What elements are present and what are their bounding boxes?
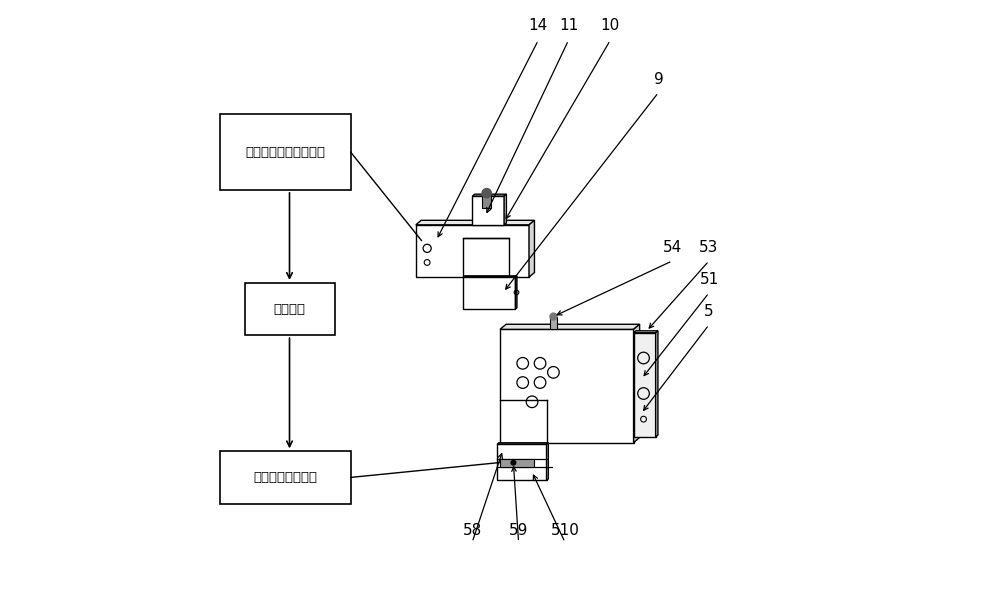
Text: 59: 59 — [509, 524, 528, 538]
Text: 高精度位移检测控制器: 高精度位移检测控制器 — [245, 145, 325, 159]
Polygon shape — [497, 444, 547, 480]
Text: 54: 54 — [663, 240, 682, 255]
Text: 11: 11 — [559, 18, 578, 33]
Polygon shape — [463, 276, 517, 277]
Polygon shape — [504, 194, 506, 225]
Polygon shape — [529, 220, 534, 277]
Polygon shape — [463, 238, 509, 277]
Text: 5: 5 — [704, 304, 714, 319]
Circle shape — [550, 313, 557, 320]
Polygon shape — [500, 329, 634, 442]
Text: 51: 51 — [699, 272, 719, 287]
Polygon shape — [634, 325, 640, 442]
Polygon shape — [472, 194, 506, 196]
Polygon shape — [416, 220, 534, 225]
Polygon shape — [482, 193, 491, 208]
Polygon shape — [497, 443, 548, 444]
Polygon shape — [547, 443, 548, 480]
Circle shape — [511, 461, 516, 465]
Polygon shape — [463, 277, 515, 309]
Polygon shape — [500, 325, 640, 329]
Text: 58: 58 — [463, 524, 482, 538]
Polygon shape — [550, 316, 557, 329]
Polygon shape — [416, 225, 529, 277]
Polygon shape — [634, 333, 656, 437]
Bar — [220, 114, 351, 190]
Bar — [245, 283, 335, 335]
Text: 微纳米运动控制器: 微纳米运动控制器 — [253, 471, 317, 484]
Polygon shape — [634, 331, 658, 333]
Text: 14: 14 — [529, 18, 548, 33]
Polygon shape — [500, 459, 534, 466]
Polygon shape — [515, 276, 517, 309]
Text: 53: 53 — [699, 240, 719, 255]
Text: 主控制器: 主控制器 — [274, 303, 306, 316]
Text: 10: 10 — [601, 18, 620, 33]
Bar — [220, 451, 351, 504]
Polygon shape — [472, 196, 504, 225]
Text: 9: 9 — [654, 72, 663, 87]
Circle shape — [482, 188, 491, 198]
Polygon shape — [656, 331, 658, 437]
Text: 510: 510 — [551, 524, 579, 538]
